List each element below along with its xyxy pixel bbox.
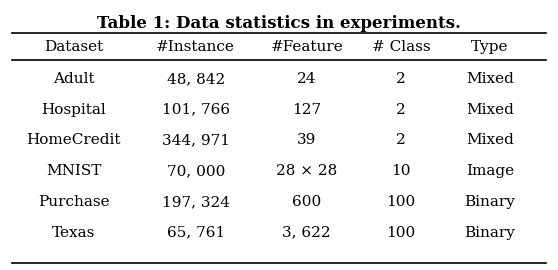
Text: Type: Type (472, 40, 509, 54)
Text: Texas: Texas (52, 225, 95, 239)
Text: 2: 2 (396, 133, 406, 147)
Text: 600: 600 (292, 195, 321, 209)
Text: Dataset: Dataset (44, 40, 103, 54)
Text: Image: Image (466, 164, 514, 178)
Text: 100: 100 (387, 195, 416, 209)
Text: Purchase: Purchase (38, 195, 109, 209)
Text: 2: 2 (396, 103, 406, 117)
Text: HomeCredit: HomeCredit (26, 133, 121, 147)
Text: Hospital: Hospital (41, 103, 106, 117)
Text: MNIST: MNIST (46, 164, 101, 178)
Text: Mixed: Mixed (466, 133, 514, 147)
Text: 127: 127 (292, 103, 321, 117)
Text: # Class: # Class (372, 40, 430, 54)
Text: 344, 971: 344, 971 (162, 133, 230, 147)
Text: 100: 100 (387, 225, 416, 239)
Text: 48, 842: 48, 842 (167, 72, 225, 86)
Text: 70, 000: 70, 000 (166, 164, 225, 178)
Text: #Instance: #Instance (156, 40, 235, 54)
Text: 3, 622: 3, 622 (282, 225, 331, 239)
Text: #Feature: #Feature (271, 40, 343, 54)
Text: 10: 10 (391, 164, 411, 178)
Text: 197, 324: 197, 324 (162, 195, 230, 209)
Text: Mixed: Mixed (466, 72, 514, 86)
Text: 28 × 28: 28 × 28 (276, 164, 338, 178)
Text: 2: 2 (396, 72, 406, 86)
Text: Table 1: Data statistics in experiments.: Table 1: Data statistics in experiments. (97, 15, 461, 32)
Text: 101, 766: 101, 766 (162, 103, 230, 117)
Text: Binary: Binary (465, 225, 516, 239)
Text: Binary: Binary (465, 195, 516, 209)
Text: 39: 39 (297, 133, 316, 147)
Text: 24: 24 (297, 72, 316, 86)
Text: Mixed: Mixed (466, 103, 514, 117)
Text: Adult: Adult (53, 72, 94, 86)
Text: 65, 761: 65, 761 (167, 225, 225, 239)
